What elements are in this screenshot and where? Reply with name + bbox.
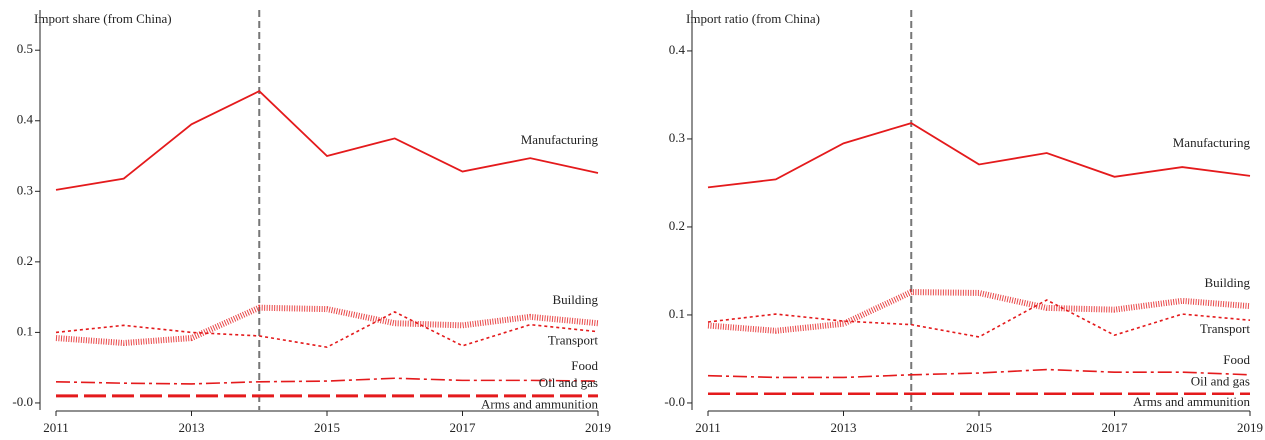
x-tick-label: 2017 (1102, 420, 1129, 435)
y-tick-label: 0.4 (17, 112, 34, 127)
y-tick-label: -0.0 (12, 394, 33, 409)
series-label: Arms and ammunition (481, 397, 598, 412)
series-label: Transport (548, 333, 598, 348)
series-label: Transport (1200, 321, 1250, 336)
y-tick-label: 0.2 (17, 253, 33, 268)
series-label: Building (1204, 275, 1250, 290)
series-line (55, 311, 599, 349)
series-line (55, 377, 599, 385)
y-tick-label: 0.2 (669, 218, 685, 233)
x-tick-label: 2013 (179, 420, 205, 435)
series-line (707, 368, 1251, 379)
series-label: Manufacturing (1173, 135, 1251, 150)
series-label: Oil and gas (539, 375, 598, 390)
y-tick-label: 0.1 (669, 306, 685, 321)
series-label: Manufacturing (521, 132, 599, 147)
series-label: Food (571, 358, 598, 373)
x-tick-label: 2019 (1237, 420, 1263, 435)
y-tick-label: 0.5 (17, 41, 33, 56)
series-line (707, 299, 1251, 338)
x-tick-label: 2011 (695, 420, 721, 435)
y-tick-label: -0.0 (664, 394, 685, 409)
series-label: Oil and gas (1191, 373, 1250, 388)
y-tick-label: 0.3 (17, 182, 33, 197)
series-line (707, 122, 1251, 189)
series-line (55, 304, 599, 346)
x-tick-label: 2015 (314, 420, 340, 435)
chart-title: Import ratio (from China) (686, 11, 820, 26)
x-tick-label: 2015 (966, 420, 992, 435)
series-line (55, 90, 599, 191)
x-tick-label: 2011 (43, 420, 69, 435)
y-tick-label: 0.4 (669, 42, 686, 57)
series-label: Food (1223, 352, 1250, 367)
series-label: Building (552, 292, 598, 307)
series-line (707, 289, 1251, 334)
y-tick-label: 0.3 (669, 130, 685, 145)
x-tick-label: 2019 (585, 420, 611, 435)
chart-title: Import share (from China) (34, 11, 172, 26)
series-label: Arms and ammunition (1133, 394, 1250, 409)
x-tick-label: 2017 (450, 420, 477, 435)
x-tick-label: 2013 (831, 420, 857, 435)
y-tick-label: 0.1 (17, 323, 33, 338)
